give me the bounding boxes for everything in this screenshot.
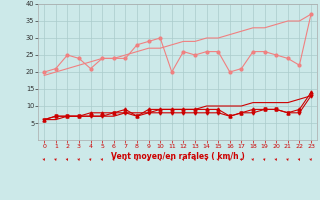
X-axis label: Vent moyen/en rafales ( km/h ): Vent moyen/en rafales ( km/h ) [111,152,244,161]
